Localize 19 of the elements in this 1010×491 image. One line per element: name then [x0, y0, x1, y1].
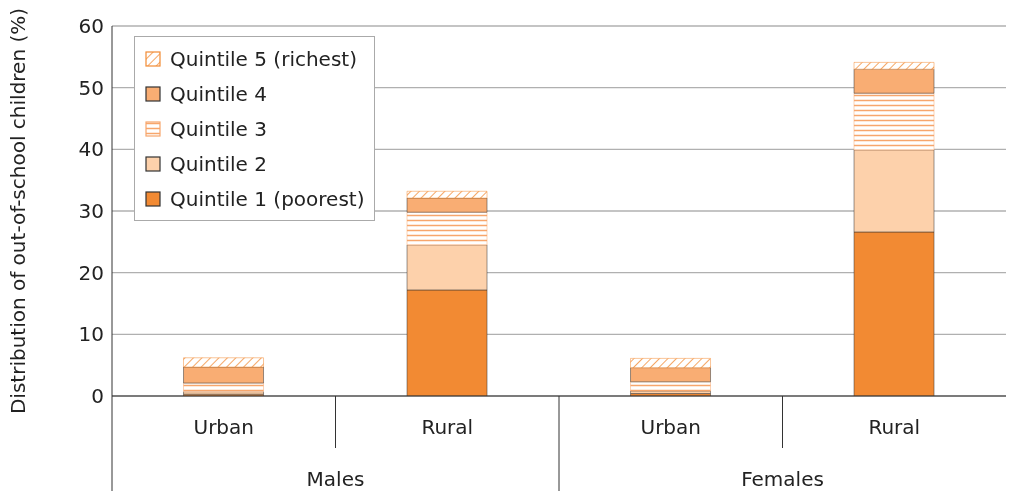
y-tick-label: 30	[78, 199, 104, 224]
text: Males	[306, 467, 365, 491]
y-tick-label: 50	[78, 75, 104, 100]
x-tick-label: Urban	[193, 415, 254, 439]
y-tick-label: 60	[78, 14, 104, 39]
y-tick-label: 0	[91, 384, 104, 409]
x-tick-label: Rural	[421, 415, 474, 439]
legend-label: Quintile 4	[170, 81, 267, 106]
legend-label: Quintile 2	[170, 151, 267, 176]
legend-label: Quintile 3	[170, 116, 267, 141]
legend-label: Quintile 1 (poorest)	[170, 186, 365, 211]
y-tick-label: 20	[78, 260, 104, 285]
y-axis-title: Distribution of out-of-school children (%)	[6, 7, 31, 415]
y-tick-label: 40	[78, 137, 104, 162]
y-tick-label: 10	[78, 322, 104, 347]
legend-label: Quintile 5 (richest)	[170, 46, 357, 71]
x-tick-label: Urban	[640, 415, 701, 439]
text: Females	[741, 467, 824, 491]
x-tick-label: Rural	[868, 415, 921, 439]
